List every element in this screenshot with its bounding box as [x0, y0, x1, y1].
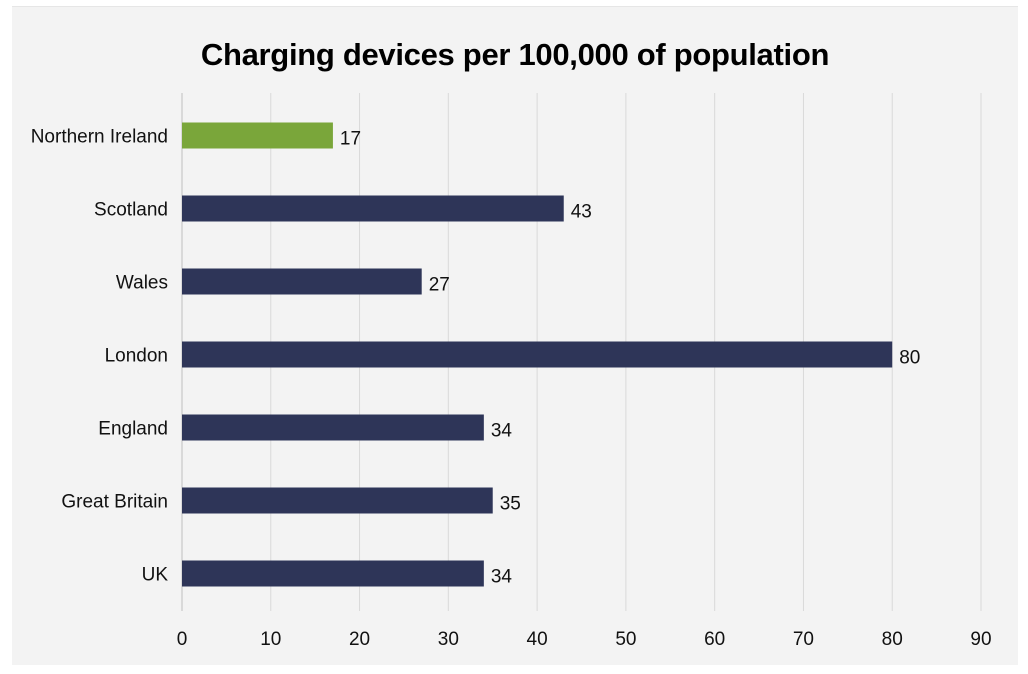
bar-great-britain: [182, 487, 493, 514]
x-tick-label-20: 20: [349, 629, 370, 650]
x-tick-label-30: 30: [438, 629, 459, 650]
value-label-england: 34: [491, 421, 513, 442]
x-tick-label-70: 70: [793, 629, 814, 650]
x-tick-label-60: 60: [704, 629, 725, 650]
category-label-uk: UK: [142, 565, 169, 586]
bar-england: [182, 414, 484, 441]
bar-uk: [182, 560, 484, 587]
category-label-northern-ireland: Northern Ireland: [31, 127, 168, 148]
chart-title: Charging devices per 100,000 of populati…: [200, 37, 830, 72]
value-label-great-britain: 35: [500, 494, 521, 515]
bar-northern-ireland: [182, 122, 333, 149]
category-label-scotland: Scotland: [94, 200, 168, 221]
chart-frame: Charging devices per 100,000 of populati…: [12, 6, 1018, 665]
value-label-uk: 34: [491, 567, 513, 588]
x-tick-label-90: 90: [970, 629, 991, 650]
bar-london: [182, 341, 893, 368]
value-label-london: 80: [899, 348, 920, 369]
category-label-london: London: [105, 346, 168, 367]
category-label-great-britain: Great Britain: [61, 492, 168, 513]
value-label-wales: 27: [429, 275, 450, 296]
value-label-northern-ireland: 17: [340, 129, 361, 150]
value-label-scotland: 43: [571, 202, 592, 223]
category-label-wales: Wales: [116, 273, 168, 294]
category-label-england: England: [98, 419, 168, 440]
x-tick-label-0: 0: [177, 629, 188, 650]
bar-chart: 0 10 20 30 40 50 60 70 80 90 Northern Ireland 17 Sco…: [31, 93, 992, 650]
x-tick-label-10: 10: [260, 629, 281, 650]
bar-wales: [182, 268, 422, 295]
bar-scotland: [182, 195, 564, 222]
x-tick-label-50: 50: [615, 629, 636, 650]
x-tick-label-80: 80: [882, 629, 903, 650]
x-tick-label-40: 40: [527, 629, 548, 650]
